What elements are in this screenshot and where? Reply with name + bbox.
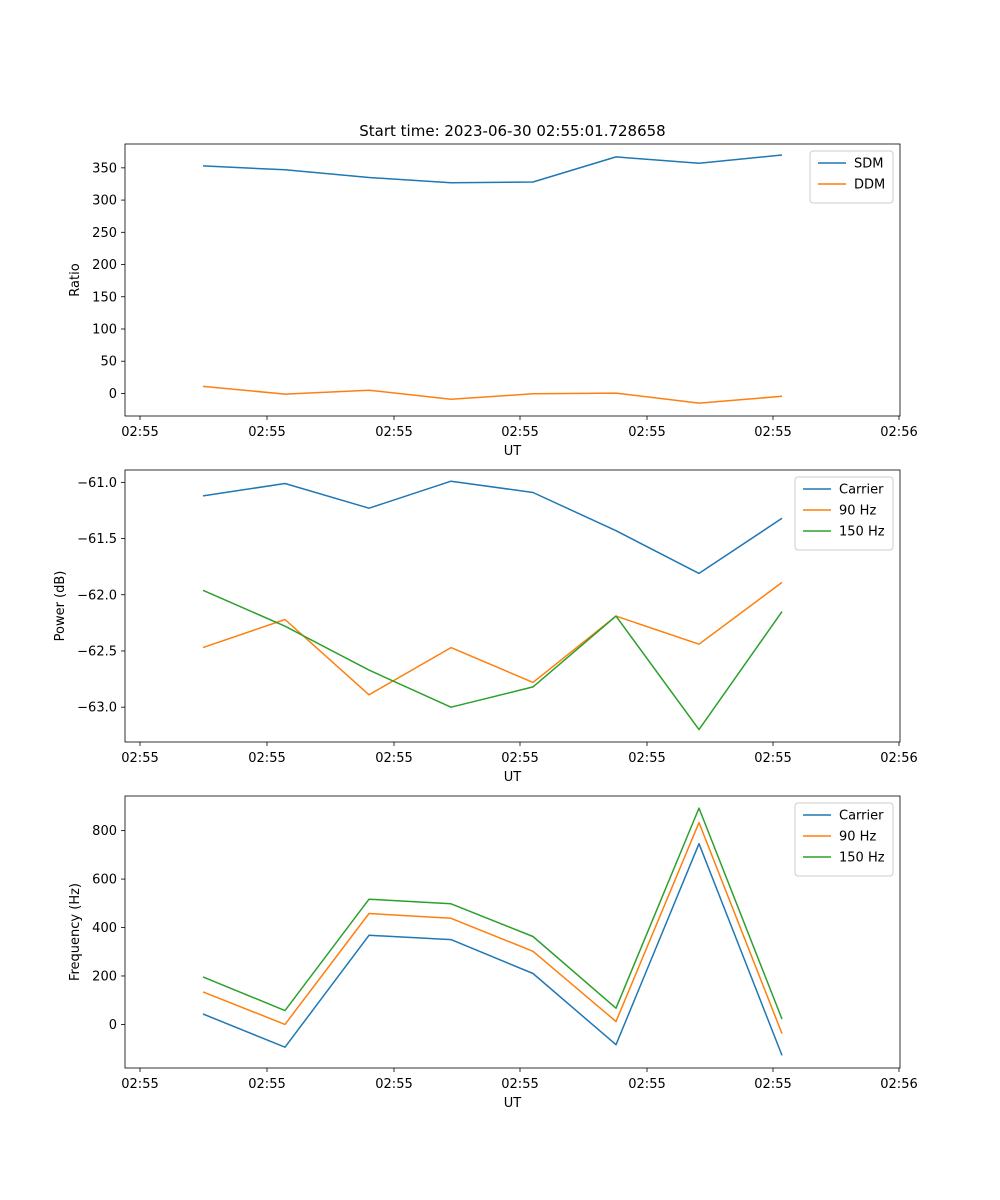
x-tick-label: 02:55 <box>754 751 791 766</box>
series-line-90-hz <box>202 821 783 1034</box>
x-tick-label: 02:56 <box>880 751 917 766</box>
x-tick-label: 02:55 <box>248 1077 285 1092</box>
y-tick-label: 350 <box>92 161 117 176</box>
legend: Carrier 90 Hz 150 Hz <box>794 476 894 551</box>
y-tick-label: 600 <box>92 873 117 888</box>
y-axis-label: Ratio <box>68 263 83 296</box>
series-line-150-hz <box>202 807 783 1020</box>
x-tick-label: 02:55 <box>375 1077 412 1092</box>
x-axis-label: UT <box>504 1096 522 1111</box>
legend-box <box>809 150 894 204</box>
y-tick-label: −61.0 <box>77 476 117 491</box>
series-line-90-hz <box>202 581 783 696</box>
axes-frame <box>124 469 901 743</box>
y-tick-label: 250 <box>92 226 117 241</box>
x-tick-label: 02:55 <box>628 1077 665 1092</box>
legend-label: Carrier <box>839 483 884 498</box>
x-tick-label: 02:55 <box>754 425 791 440</box>
x-tick-label: 02:55 <box>628 751 665 766</box>
x-tick-label: 02:55 <box>121 1077 158 1092</box>
y-tick-label: −62.0 <box>77 588 117 603</box>
x-tick-label: 02:55 <box>628 425 665 440</box>
x-tick-label: 02:55 <box>501 751 538 766</box>
axes-frame <box>124 143 901 417</box>
y-tick-label: 200 <box>92 969 117 984</box>
legend: SDM DDM <box>809 150 894 204</box>
y-tick-label: 0 <box>109 387 117 402</box>
y-tick-label: 200 <box>92 258 117 273</box>
series-line-ddm <box>202 385 783 404</box>
legend-label: 90 Hz <box>839 504 876 519</box>
x-tick-label: 02:55 <box>375 751 412 766</box>
legend-label: 150 Hz <box>839 525 885 540</box>
y-tick-label: 800 <box>92 824 117 839</box>
x-tick-label: 02:55 <box>248 425 285 440</box>
x-tick-label: 02:55 <box>121 425 158 440</box>
x-tick-label: 02:55 <box>121 751 158 766</box>
x-axis-label: UT <box>504 444 522 459</box>
series-line-carrier <box>202 842 783 1056</box>
x-tick-label: 02:55 <box>248 751 285 766</box>
y-tick-label: 400 <box>92 921 117 936</box>
legend-label: SDM <box>854 157 883 172</box>
subplot-2: 02:55 02:55 02:55 02:55 02:55 02:55 02:56 −61.0… <box>53 469 918 785</box>
y-tick-label: 300 <box>92 194 117 209</box>
y-axis-label: Frequency (Hz) <box>68 883 83 981</box>
legend-label: 90 Hz <box>839 830 876 845</box>
x-tick-label: 02:55 <box>375 425 412 440</box>
x-tick-label: 02:55 <box>501 1077 538 1092</box>
x-tick-label: 02:56 <box>880 1077 917 1092</box>
series-line-150-hz <box>202 589 783 731</box>
x-tick-label: 02:55 <box>501 425 538 440</box>
y-tick-label: −63.0 <box>77 701 117 716</box>
y-tick-label: 0 <box>109 1018 117 1033</box>
subplot-1: 02:55 02:55 02:55 02:55 02:55 02:55 02:56 0 50 10… <box>68 143 918 459</box>
figure-title: Start time: 2023-06-30 02:55:01.728658 <box>359 122 665 140</box>
legend-label: 150 Hz <box>839 851 885 866</box>
legend-label: Carrier <box>839 809 884 824</box>
x-tick-label: 02:56 <box>880 425 917 440</box>
y-tick-label: −61.5 <box>77 532 117 547</box>
series-line-carrier <box>202 480 783 575</box>
x-axis-label: UT <box>504 770 522 785</box>
legend: Carrier 90 Hz 150 Hz <box>794 802 894 877</box>
y-tick-label: 50 <box>100 355 117 370</box>
subplots: 02:55 02:55 02:55 02:55 02:55 02:55 02:56 0 50 10… <box>53 143 918 1111</box>
y-tick-label: 150 <box>92 290 117 305</box>
x-tick-label: 02:55 <box>754 1077 791 1092</box>
y-axis-label: Power (dB) <box>53 571 68 642</box>
axes-frame <box>124 795 901 1069</box>
y-tick-label: 100 <box>92 322 117 337</box>
y-tick-label: −62.5 <box>77 644 117 659</box>
legend-label: DDM <box>854 178 885 193</box>
subplot-3: 02:55 02:55 02:55 02:55 02:55 02:55 02:56 0 200 4… <box>68 795 918 1111</box>
series-line-sdm <box>202 154 783 184</box>
